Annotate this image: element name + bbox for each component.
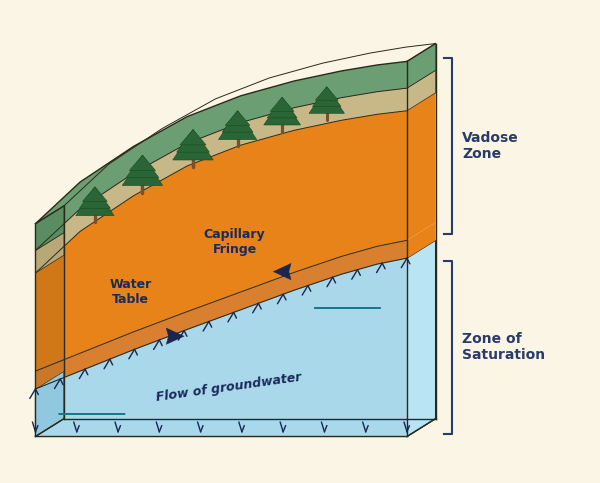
Polygon shape [35,371,64,437]
Polygon shape [173,129,213,160]
Polygon shape [79,187,110,208]
Polygon shape [407,93,436,241]
Text: Flow of groundwater: Flow of groundwater [155,370,302,404]
Polygon shape [122,155,163,185]
Polygon shape [35,88,407,273]
Polygon shape [130,155,155,170]
Polygon shape [35,353,64,389]
Polygon shape [225,111,250,126]
Polygon shape [76,187,114,216]
Polygon shape [35,241,407,389]
Polygon shape [222,111,253,132]
Polygon shape [166,328,184,344]
Polygon shape [35,255,64,371]
Polygon shape [309,87,344,114]
Polygon shape [35,71,436,250]
Text: Vadose
Zone: Vadose Zone [462,131,519,161]
Polygon shape [407,43,436,88]
Polygon shape [316,87,338,100]
Polygon shape [180,129,206,145]
Polygon shape [35,111,407,371]
Polygon shape [264,98,301,125]
Polygon shape [407,223,436,258]
Polygon shape [270,98,294,111]
Polygon shape [35,61,407,250]
Polygon shape [273,263,291,280]
Polygon shape [35,419,436,437]
Text: Capillary
Fringe: Capillary Fringe [204,227,265,256]
Polygon shape [218,111,257,140]
Polygon shape [35,258,407,437]
Polygon shape [176,129,209,152]
Polygon shape [35,206,64,250]
Polygon shape [35,233,64,273]
Polygon shape [126,155,159,178]
Polygon shape [407,71,436,111]
Polygon shape [35,93,436,273]
Polygon shape [407,241,436,437]
Polygon shape [35,258,407,437]
Polygon shape [83,187,107,201]
Text: Zone of
Saturation: Zone of Saturation [462,332,545,362]
Polygon shape [313,87,341,107]
Polygon shape [268,98,297,118]
Text: Water
Table: Water Table [109,278,152,306]
